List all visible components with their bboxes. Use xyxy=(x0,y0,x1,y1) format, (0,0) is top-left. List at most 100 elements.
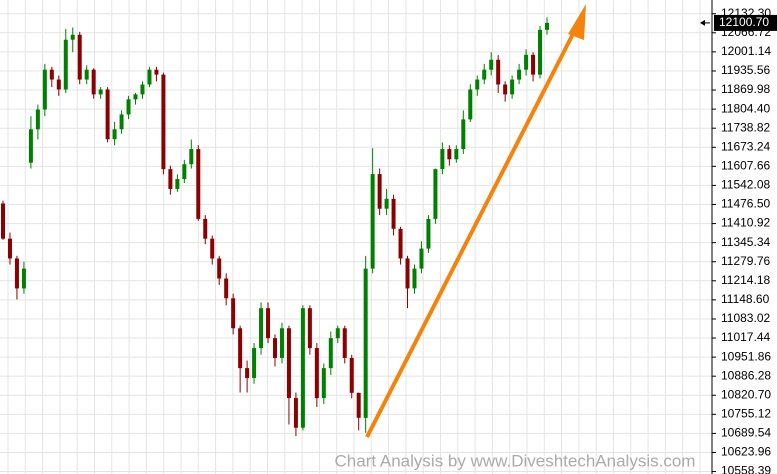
y-tick-label: 11804.40 xyxy=(721,101,770,115)
candle-body xyxy=(279,328,284,358)
last-price-label: 12100.70 xyxy=(719,15,769,29)
candle-body xyxy=(259,308,264,349)
y-tick-label: 11017.44 xyxy=(721,330,770,344)
y-tick-label: 10820.70 xyxy=(721,387,771,401)
y-tick-label: 10886.28 xyxy=(721,368,771,382)
trend-arrow xyxy=(365,29,577,438)
candle-body xyxy=(266,308,271,339)
candle-body xyxy=(77,34,82,80)
candle-body xyxy=(126,99,131,115)
candle-body xyxy=(328,338,333,369)
candle-body xyxy=(531,54,536,75)
y-tick-label: 12001.14 xyxy=(721,44,771,58)
y-tick-label: 11345.34 xyxy=(721,235,770,249)
candle-body xyxy=(119,114,124,130)
candle-body xyxy=(224,278,229,299)
candle-body xyxy=(391,198,396,229)
candle-body xyxy=(440,149,445,170)
candle-body xyxy=(133,94,138,100)
y-tick-label: 11476.50 xyxy=(721,197,770,211)
candle-body xyxy=(426,218,431,249)
candle-body xyxy=(489,59,494,70)
y-tick-label: 10951.86 xyxy=(721,349,771,363)
y-tick-label: 11607.66 xyxy=(721,159,770,173)
candle-body xyxy=(140,84,145,95)
candle-body xyxy=(314,348,319,399)
candle-body xyxy=(91,69,96,95)
candle-body xyxy=(217,258,222,279)
candle-body xyxy=(63,39,68,90)
candle-body xyxy=(105,89,110,140)
candle-body xyxy=(370,174,375,269)
candle-body xyxy=(189,149,194,165)
candle-body xyxy=(412,268,417,289)
candle-body xyxy=(517,69,522,80)
candle-body xyxy=(7,238,12,259)
candle-body xyxy=(524,54,529,70)
candle-body xyxy=(447,149,452,160)
candle-body xyxy=(468,89,473,120)
y-tick-label: 11279.76 xyxy=(721,254,770,268)
candle-body xyxy=(112,129,117,140)
candle-body xyxy=(252,348,257,379)
watermark: Chart Analysis by www.DiveshtechAnalysis… xyxy=(335,451,696,470)
candle-body xyxy=(168,169,173,189)
candle-body xyxy=(363,268,368,418)
candle-body xyxy=(454,149,459,160)
y-tick-label: 11673.24 xyxy=(721,139,770,153)
candle-body xyxy=(286,328,291,399)
y-tick-label: 11410.92 xyxy=(721,216,770,230)
candle-body xyxy=(496,59,501,85)
candle-body xyxy=(245,368,250,379)
candle-body xyxy=(56,79,61,90)
candle-body xyxy=(377,174,382,209)
candle-body xyxy=(196,149,201,219)
candle-body xyxy=(538,29,543,75)
last-price-pointer-head xyxy=(700,19,705,26)
candle-body xyxy=(42,69,47,110)
candle-body xyxy=(545,22,549,30)
candle-body xyxy=(300,308,305,428)
candles xyxy=(1,17,549,437)
candle-body xyxy=(335,328,340,339)
candle-body xyxy=(154,69,159,75)
candle-body xyxy=(356,392,361,418)
y-tick-label: 11542.08 xyxy=(721,178,770,192)
candle-body xyxy=(293,398,298,428)
y-tick-label: 11214.18 xyxy=(721,273,770,287)
candle-body xyxy=(84,69,89,80)
candle-body xyxy=(238,328,243,369)
candle-body xyxy=(510,79,515,95)
candle-body xyxy=(35,109,40,130)
candle-body xyxy=(203,218,208,239)
y-tick-label: 10755.12 xyxy=(721,407,771,421)
y-tick-label: 10623.96 xyxy=(721,445,771,459)
candle-body xyxy=(147,69,152,85)
candle-body xyxy=(70,34,75,40)
y-tick-label: 11935.56 xyxy=(721,63,770,77)
candle-body xyxy=(1,203,5,239)
candle-body xyxy=(182,164,187,180)
candle-body xyxy=(475,79,480,90)
candle-body xyxy=(405,258,410,289)
candle-body xyxy=(21,268,26,289)
y-tick-label: 11738.82 xyxy=(721,120,770,134)
candle-body xyxy=(14,258,19,289)
candle-body xyxy=(398,228,403,259)
y-tick-label: 11083.02 xyxy=(721,311,770,325)
candle-body xyxy=(461,119,466,150)
candle-body xyxy=(175,179,180,189)
y-tick-label: 11869.98 xyxy=(721,82,770,96)
candle-body xyxy=(482,69,487,80)
grid xyxy=(0,0,712,474)
candle-body xyxy=(273,338,277,358)
candle-body xyxy=(49,69,54,80)
candle-body xyxy=(342,328,347,358)
last-price-box xyxy=(714,14,777,31)
y-tick-label: 10689.54 xyxy=(721,426,771,440)
candle-body xyxy=(419,248,424,269)
y-tick-label: 10558.39 xyxy=(721,464,771,474)
candle-body xyxy=(321,368,326,399)
candle-body xyxy=(28,129,33,163)
